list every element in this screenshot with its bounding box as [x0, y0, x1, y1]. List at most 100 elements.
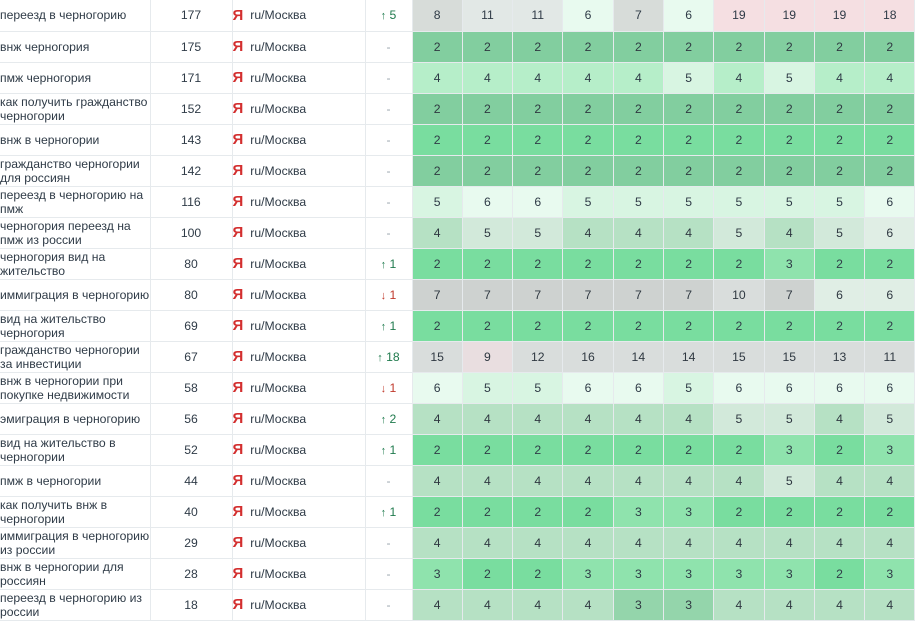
- change-value: 18: [386, 349, 400, 364]
- position-cell: 2: [412, 248, 463, 280]
- position-cell: 5: [764, 62, 815, 94]
- position-cell: 4: [663, 527, 715, 559]
- keyword-label: черногория переезд на пмж из россии: [0, 218, 131, 247]
- position-cell: 2: [864, 496, 915, 528]
- frequency-cell: 18: [150, 589, 233, 621]
- keyword-label: внж черногория: [0, 39, 90, 54]
- position-cell: 3: [562, 558, 614, 590]
- keyword-cell[interactable]: внж в черногории: [0, 124, 151, 156]
- keyword-cell[interactable]: переезд в черногорию из россии: [0, 589, 151, 621]
- position-cell: 4: [412, 62, 463, 94]
- position-cell: 5: [663, 372, 715, 404]
- frequency-cell: 44: [150, 465, 233, 497]
- position-cell: 2: [412, 310, 463, 342]
- position-cell: 2: [512, 31, 564, 63]
- keyword-cell[interactable]: эмиграция в черногорию: [0, 403, 151, 435]
- yandex-icon: Я: [232, 162, 244, 179]
- keyword-cell[interactable]: как получить внж в черногории: [0, 496, 151, 528]
- search-engine-label: ru/Москва: [250, 8, 307, 23]
- keyword-cell[interactable]: иммиграция в черногорию из россии: [0, 527, 151, 559]
- keyword-cell[interactable]: переезд в черногорию на пмж: [0, 186, 151, 218]
- keyword-cell[interactable]: внж в черногории для россиян: [0, 558, 151, 590]
- change-value: 1: [389, 504, 397, 519]
- keyword-cell[interactable]: переезд в черногорию: [0, 0, 151, 32]
- position-cell: 3: [764, 558, 815, 590]
- change-cell: ↓ 1: [365, 372, 413, 404]
- frequency-cell: 175: [150, 31, 233, 63]
- position-cell: 5: [613, 186, 664, 218]
- search-engine-label: ru/Москва: [250, 473, 307, 488]
- position-cell: 5: [764, 465, 815, 497]
- position-cell: 2: [814, 558, 866, 590]
- search-engine-label: ru/Москва: [250, 132, 307, 147]
- keyword-cell[interactable]: внж черногория: [0, 31, 151, 63]
- position-cell: 4: [462, 403, 514, 435]
- frequency-cell: 67: [150, 341, 233, 373]
- position-cell: 6: [613, 372, 664, 404]
- arrow-up-icon: ↑: [380, 444, 387, 457]
- keyword-cell[interactable]: как получить гражданство черногории: [0, 93, 151, 125]
- change-cell: ↑ 5: [365, 0, 413, 32]
- yandex-icon: Я: [232, 193, 244, 210]
- position-cell: 19: [764, 0, 815, 32]
- keyword-cell[interactable]: вид на жительство черногория: [0, 310, 151, 342]
- position-cell: 2: [713, 310, 765, 342]
- position-cell: 2: [412, 124, 463, 156]
- keyword-cell[interactable]: гражданство черногории для россиян: [0, 155, 151, 187]
- no-change-indicator: -: [386, 132, 391, 147]
- search-engine-label: ru/Москва: [250, 163, 307, 178]
- keyword-cell[interactable]: гражданство черногории за инвестиции: [0, 341, 151, 373]
- position-cell: 2: [462, 155, 514, 187]
- keyword-cell[interactable]: черногория вид на жительство: [0, 248, 151, 280]
- keyword-cell[interactable]: вид на жительство в черногории: [0, 434, 151, 466]
- table-row[interactable]: внж в черногории при покупке недвижимост…: [0, 372, 915, 404]
- position-cell: 2: [562, 31, 614, 63]
- search-engine-label: ru/Москва: [250, 535, 307, 550]
- position-cell: 5: [512, 372, 564, 404]
- keyword-cell[interactable]: внж в черногории при покупке недвижимост…: [0, 372, 151, 404]
- change-value: 1: [389, 318, 397, 333]
- keyword-cell[interactable]: иммиграция в черногорию: [0, 279, 151, 311]
- search-engine-label: ru/Москва: [250, 504, 307, 519]
- position-cell: 2: [562, 93, 614, 125]
- position-cell: 2: [562, 434, 614, 466]
- position-cell: 2: [814, 31, 866, 63]
- change-cell: -: [365, 124, 413, 156]
- change-cell: ↓ 1: [365, 279, 413, 311]
- position-cell: 4: [412, 527, 463, 559]
- arrow-up-icon: ↑: [380, 320, 387, 333]
- keyword-cell[interactable]: пмж в черногории: [0, 465, 151, 497]
- position-cell: 2: [814, 248, 866, 280]
- position-cell: 11: [864, 341, 915, 373]
- keyword-cell[interactable]: пмж черногория: [0, 62, 151, 94]
- keyword-cell[interactable]: черногория переезд на пмж из россии: [0, 217, 151, 249]
- position-cell: 2: [462, 248, 514, 280]
- position-cell: 2: [512, 93, 564, 125]
- position-cell: 2: [814, 496, 866, 528]
- position-cell: 5: [864, 403, 915, 435]
- position-cell: 5: [764, 186, 815, 218]
- position-cell: 4: [814, 62, 866, 94]
- position-cell: 5: [663, 62, 715, 94]
